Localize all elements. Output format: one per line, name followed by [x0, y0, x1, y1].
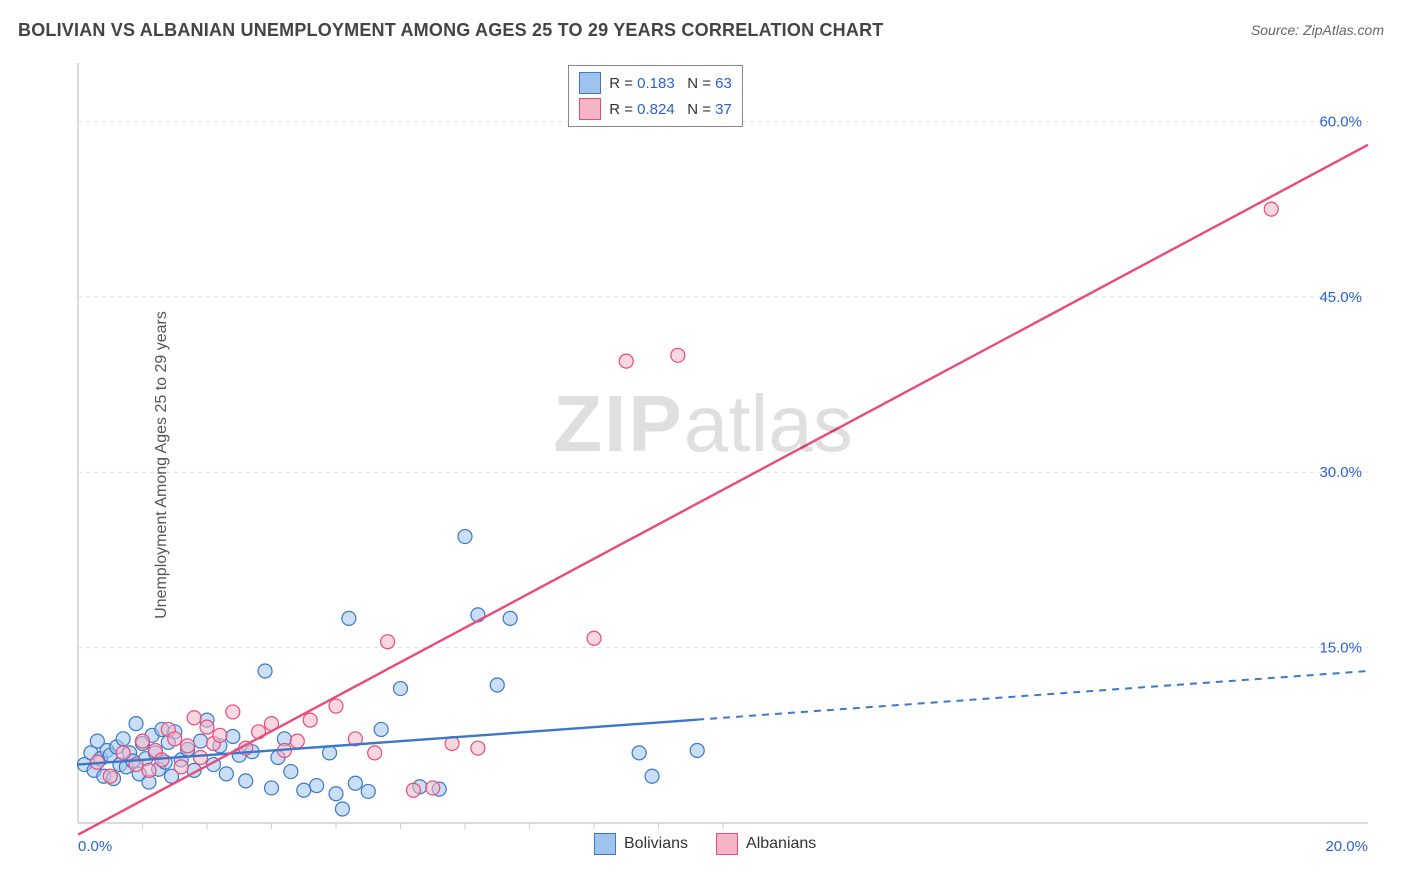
data-point — [374, 722, 388, 736]
data-point — [194, 751, 208, 765]
legend-swatch — [716, 833, 738, 855]
data-point — [671, 348, 685, 362]
data-point — [1264, 202, 1278, 216]
y-tick-label: 15.0% — [1319, 640, 1362, 657]
stats-legend-box: R = 0.183 N = 63R = 0.824 N = 37 — [568, 65, 743, 127]
data-point — [142, 763, 156, 777]
n-label: N = — [687, 101, 715, 118]
legend-label: Albanians — [746, 835, 816, 853]
legend-label: Bolivians — [624, 835, 688, 853]
n-label: N = — [687, 75, 715, 92]
data-point — [200, 720, 214, 734]
data-point — [490, 678, 504, 692]
data-point — [310, 779, 324, 793]
data-point — [187, 711, 201, 725]
r-value: 0.183 — [637, 75, 675, 92]
data-point — [181, 739, 195, 753]
data-point — [168, 732, 182, 746]
data-point — [426, 781, 440, 795]
y-axis-label: Unemployment Among Ages 25 to 29 years — [153, 311, 171, 619]
data-point — [619, 354, 633, 368]
data-point — [290, 734, 304, 748]
data-point — [194, 734, 208, 748]
data-point — [284, 765, 298, 779]
r-label: R = — [609, 75, 637, 92]
data-point — [632, 746, 646, 760]
data-point — [103, 769, 117, 783]
data-point — [297, 783, 311, 797]
data-point — [219, 767, 233, 781]
legend-item: Bolivians — [594, 833, 688, 855]
y-tick-label: 60.0% — [1319, 113, 1362, 130]
data-point — [303, 713, 317, 727]
r-value: 0.824 — [637, 101, 675, 118]
data-point — [458, 530, 472, 544]
r-label: R = — [609, 101, 637, 118]
n-value: 63 — [715, 75, 732, 92]
data-point — [471, 741, 485, 755]
chart-title: BOLIVIAN VS ALBANIAN UNEMPLOYMENT AMONG … — [18, 20, 883, 41]
data-point — [368, 746, 382, 760]
data-point — [348, 776, 362, 790]
x-tick-label: 0.0% — [78, 838, 112, 855]
data-point — [116, 732, 130, 746]
data-point — [381, 635, 395, 649]
data-point — [213, 728, 227, 742]
data-point — [361, 784, 375, 798]
data-point — [258, 664, 272, 678]
legend-swatch — [579, 72, 601, 94]
legend-swatch — [579, 98, 601, 120]
data-point — [406, 783, 420, 797]
data-point — [174, 760, 188, 774]
data-point — [329, 699, 343, 713]
data-point — [239, 774, 253, 788]
data-point — [645, 769, 659, 783]
y-tick-label: 30.0% — [1319, 464, 1362, 481]
stats-legend-row: R = 0.824 N = 37 — [579, 96, 732, 122]
data-point — [226, 705, 240, 719]
source-prefix: Source: — [1251, 22, 1303, 38]
data-point — [116, 746, 130, 760]
legend-swatch — [594, 833, 616, 855]
data-point — [129, 717, 143, 731]
x-tick-label: 20.0% — [1325, 838, 1368, 855]
chart-area: Unemployment Among Ages 25 to 29 years 1… — [18, 55, 1388, 875]
data-point — [690, 744, 704, 758]
data-point — [394, 682, 408, 696]
stats-legend-row: R = 0.183 N = 63 — [579, 70, 732, 96]
data-point — [329, 787, 343, 801]
data-point — [136, 734, 150, 748]
legend-item: Albanians — [716, 833, 816, 855]
n-value: 37 — [715, 101, 732, 118]
y-tick-label: 45.0% — [1319, 289, 1362, 306]
data-point — [587, 631, 601, 645]
data-point — [323, 746, 337, 760]
series-legend: Bolivians Albanians — [594, 833, 816, 855]
data-point — [503, 611, 517, 625]
data-point — [342, 611, 356, 625]
data-point — [265, 781, 279, 795]
scatter-plot-svg: 15.0% 30.0% 45.0% 60.0% 0.0% 20.0% — [18, 55, 1388, 875]
data-point — [335, 802, 349, 816]
source-name: ZipAtlas.com — [1303, 22, 1384, 38]
data-point — [226, 729, 240, 743]
source-attribution: Source: ZipAtlas.com — [1251, 22, 1384, 38]
